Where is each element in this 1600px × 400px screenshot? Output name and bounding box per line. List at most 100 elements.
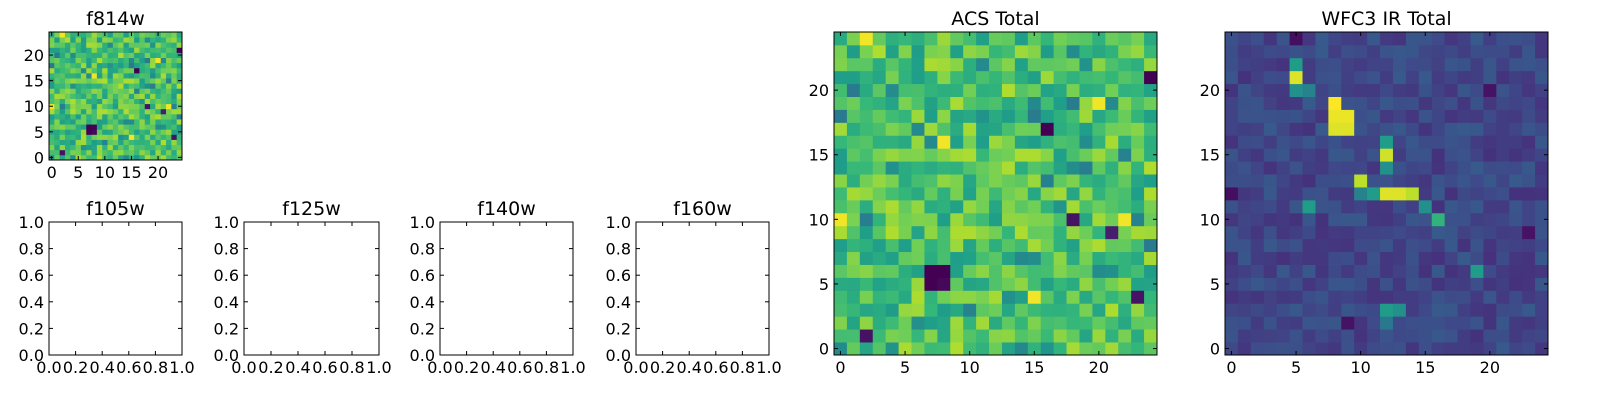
heatmap-cell: [1431, 199, 1446, 214]
heatmap-cell: [1027, 57, 1042, 72]
heatmap-cell: [102, 149, 108, 156]
heatmap-cell: [924, 199, 938, 214]
heatmap-cell: [937, 251, 951, 265]
heatmap-cell: [1237, 238, 1252, 253]
heatmap-cell: [1053, 316, 1067, 330]
heatmap-cell: [86, 88, 92, 94]
heatmap-cell: [1001, 290, 1016, 304]
heatmap-cell: [1341, 316, 1355, 330]
heatmap-cell: [859, 277, 874, 291]
heatmap-cell: [898, 135, 912, 149]
heatmap-cell: [1118, 96, 1132, 110]
heatmap-cell: [1263, 44, 1278, 59]
heatmap-cell: [989, 96, 1003, 110]
heatmap-cell: [1483, 122, 1497, 136]
heatmap-cell: [1405, 187, 1420, 201]
heatmap-cell: [1289, 174, 1303, 188]
heatmap-cell: [1535, 238, 1549, 253]
heatmap-cell: [75, 67, 82, 74]
heatmap-cell: [75, 103, 82, 110]
heatmap-cell: [1302, 32, 1316, 46]
y-tick-label: 15: [1200, 146, 1220, 165]
heatmap-cell: [1302, 329, 1316, 343]
heatmap-cell: [1405, 316, 1420, 330]
heatmap-cell: [872, 251, 887, 265]
heatmap-cell: [59, 88, 66, 94]
heatmap-cell: [1053, 342, 1067, 356]
heatmap-cell: [989, 148, 1003, 162]
heatmap-cell: [1131, 238, 1145, 253]
heatmap-cell: [1457, 329, 1471, 343]
heatmap-cell: [1105, 199, 1119, 214]
heatmap-cell: [144, 129, 151, 135]
heatmap-cell: [1225, 316, 1239, 330]
heatmap-cell: [1289, 303, 1303, 317]
heatmap-cell: [911, 303, 925, 317]
heatmap-cell: [1092, 316, 1106, 330]
heatmap-cell: [59, 42, 66, 48]
heatmap-cell: [1418, 264, 1433, 278]
heatmap-cell: [1328, 212, 1342, 227]
heatmap-cell: [1444, 32, 1458, 46]
heatmap-cell: [1014, 96, 1029, 110]
heatmap-cell: [937, 109, 951, 123]
heatmap-cell: [118, 108, 124, 115]
heatmap-cell: [1092, 70, 1106, 85]
heatmap-cell: [1392, 199, 1407, 214]
heatmap-cell: [123, 108, 130, 115]
heatmap-cell: [976, 212, 990, 227]
heatmap-cell: [1509, 148, 1523, 162]
heatmap-cell: [1315, 109, 1329, 123]
heatmap-cell: [1118, 303, 1132, 317]
heatmap-cell: [1092, 199, 1106, 214]
heatmap-cell: [1250, 135, 1265, 149]
y-tick-label: 0.8: [410, 240, 435, 259]
heatmap-cell: [1509, 122, 1523, 136]
heatmap-cell: [859, 342, 874, 356]
heatmap-cell: [963, 264, 977, 278]
y-tick-label: 5: [819, 275, 829, 294]
heatmap-cell: [846, 290, 861, 304]
heatmap-cell: [1066, 225, 1080, 240]
heatmap-cell: [1522, 277, 1536, 291]
heatmap-cell: [1315, 57, 1329, 72]
heatmap-cell: [171, 154, 178, 161]
panel-title: f105w: [86, 198, 145, 220]
heatmap-cell: [898, 148, 912, 162]
heatmap-cell: [859, 212, 874, 227]
heatmap-cell: [898, 251, 912, 265]
heatmap-cell: [963, 70, 977, 85]
heatmap-cell: [70, 134, 76, 140]
heatmap-cell: [924, 342, 938, 356]
heatmap-cell: [1380, 290, 1394, 304]
heatmap-cell: [1470, 303, 1484, 317]
heatmap-cell: [924, 109, 938, 123]
x-tick-label: 20: [1480, 358, 1500, 377]
heatmap-cell: [107, 32, 114, 38]
heatmap-cell: [1496, 57, 1510, 72]
heatmap-cell: [64, 57, 71, 64]
heatmap-cell: [1118, 277, 1132, 291]
heatmap-cell: [834, 342, 848, 356]
heatmap-cell: [976, 135, 990, 149]
heatmap-cell: [1118, 238, 1132, 253]
heatmap-cell: [128, 149, 135, 156]
heatmap-cell: [924, 225, 938, 240]
heatmap-cell: [1367, 290, 1381, 304]
heatmap-cell: [1131, 96, 1145, 110]
heatmap-cell: [150, 144, 156, 151]
heatmap-cell: [924, 96, 938, 110]
heatmap-cell: [1289, 316, 1303, 330]
heatmap-cell: [171, 37, 178, 43]
heatmap-cell: [96, 154, 103, 161]
heatmap-cell: [166, 154, 172, 161]
x-tick-label: 15: [1415, 358, 1435, 377]
heatmap-cell: [86, 62, 92, 69]
heatmap-cell: [989, 32, 1003, 46]
heatmap-cell: [1535, 342, 1549, 356]
x-tick-label: 0.8: [339, 358, 364, 377]
heatmap-cell: [139, 144, 146, 151]
heatmap-cell: [1302, 225, 1316, 240]
heatmap-cell: [1405, 135, 1420, 149]
heatmap-cell: [1457, 57, 1471, 72]
